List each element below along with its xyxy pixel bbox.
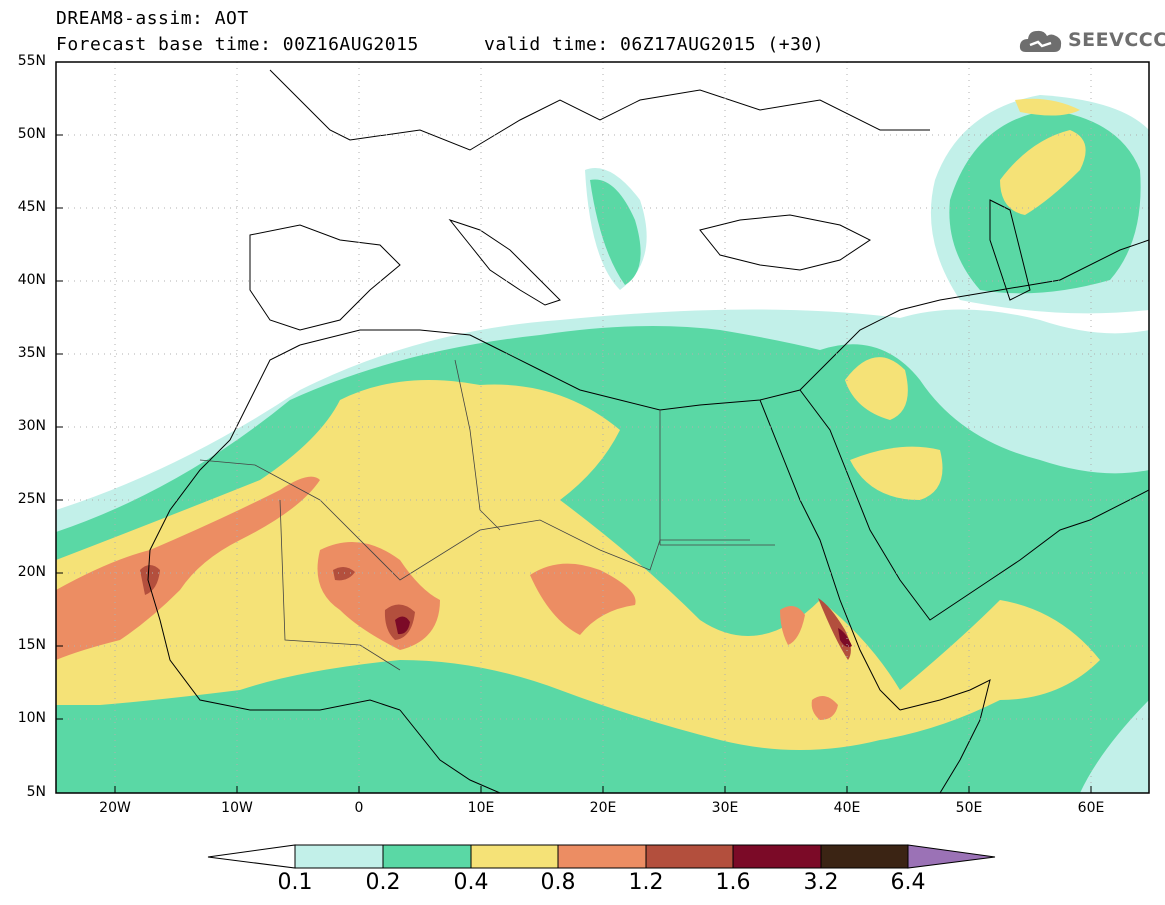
- lat-label-10n: 10N: [17, 710, 46, 726]
- aot-level-0.2-east-europe: [949, 110, 1141, 294]
- lat-label-20n: 20N: [17, 564, 46, 580]
- colorbar-cell-7: [820, 844, 909, 869]
- aot-level-0.8-sudan: [811, 696, 838, 720]
- coastline-black-sea: [699, 214, 871, 271]
- colorbar-label-0.4: 0.4: [453, 870, 489, 895]
- valid-time: valid time: 06Z17AUG2015 (+30): [484, 34, 825, 55]
- coastline-iberia: [249, 224, 401, 331]
- cloud-icon: [1019, 30, 1062, 52]
- coastline-north-africa: [299, 239, 1149, 411]
- colorbar-under-arrow: [207, 844, 296, 869]
- coastline-gulf-guinea: [399, 709, 501, 793]
- colorbar-label-0.1: 0.1: [277, 870, 313, 895]
- colorbar-cell-3: [470, 844, 559, 869]
- aot-level-0.4-arabia: [845, 357, 908, 420]
- colorbar: [207, 844, 996, 869]
- lon-label-0: 0: [354, 800, 364, 816]
- map-title: DREAM8-assim: AOT: [56, 8, 249, 29]
- axis-ticks: [56, 134, 1092, 793]
- border-sahara-2: [279, 499, 401, 671]
- lon-label-30e: 30E: [711, 800, 739, 816]
- aot-level-0.4-ukraine-north: [1015, 98, 1080, 116]
- aot-level-0.8-ethiopia: [780, 606, 805, 645]
- colorbar-cell-2: [382, 844, 472, 869]
- lon-label-20w: 20W: [99, 800, 131, 816]
- coastline-red-sea: [759, 399, 901, 711]
- aot-level-0.4-gulf: [850, 446, 943, 500]
- aot-level-0.4-ukraine: [1000, 130, 1086, 215]
- logo-text: SEEVCCC: [1068, 29, 1165, 51]
- border-egypt: [659, 410, 775, 546]
- lon-label-10e: 10E: [467, 800, 495, 816]
- coastline-caspian: [989, 199, 1031, 301]
- lon-label-50e: 50E: [955, 800, 983, 816]
- lat-label-25n: 25N: [17, 491, 46, 507]
- colorbar-over-arrow: [907, 844, 996, 869]
- colorbar-cell-1: [294, 844, 384, 869]
- colorbar-cell-6: [732, 844, 822, 869]
- colorbar-label-0.8: 0.8: [540, 870, 576, 895]
- lon-label-10w: 10W: [221, 800, 253, 816]
- coastlines: [147, 69, 1149, 793]
- coastline-horn: [899, 679, 991, 793]
- colorbar-label-1.2: 1.2: [628, 870, 664, 895]
- aot-level-0.2-adriatic: [590, 179, 641, 285]
- coastline-europe: [269, 69, 930, 151]
- aot-level-1.2-red-sea: [818, 598, 851, 660]
- border-sahara-1: [199, 459, 750, 581]
- colorbar-label-3.2: 3.2: [803, 870, 839, 895]
- aot-level-1.2: [140, 565, 160, 595]
- aot-level-1.2-niger: [333, 566, 355, 581]
- lon-label-40e: 40E: [833, 800, 861, 816]
- lat-label-45n: 45N: [17, 199, 46, 215]
- lon-label-20e: 20E: [589, 800, 617, 816]
- lat-label-15n: 15N: [17, 637, 46, 653]
- forecast-base-time: Forecast base time: 00Z16AUG2015: [56, 34, 419, 55]
- colorbar-label-6.4: 6.4: [890, 870, 926, 895]
- colorbar-cell-4: [557, 844, 647, 869]
- gridlines: [56, 62, 1149, 793]
- lat-label-40n: 40N: [17, 272, 46, 288]
- border-sahara-3: [454, 359, 501, 531]
- colorbar-label-1.6: 1.6: [715, 870, 751, 895]
- coastline-italy: [448, 218, 561, 306]
- lat-label-35n: 35N: [17, 345, 46, 361]
- seevccc-logo: SEEVCCC: [1018, 26, 1165, 54]
- lon-label-60e: 60E: [1077, 800, 1105, 816]
- lat-label-55n: 55N: [17, 53, 46, 69]
- colorbar-cell-5: [645, 844, 734, 869]
- aot-level-1.6: [395, 616, 410, 635]
- aot-level-1.6-eritrea: [838, 628, 852, 648]
- lat-label-50n: 50N: [17, 126, 46, 142]
- lat-label-30n: 30N: [17, 418, 46, 434]
- lat-label-5n: 5N: [26, 784, 46, 800]
- coastline-west-africa: [147, 344, 401, 711]
- borders: [199, 359, 775, 671]
- colorbar-label-0.2: 0.2: [365, 870, 401, 895]
- coastline-arabia: [799, 389, 1149, 621]
- aot-level-0.8: [56, 476, 320, 660]
- aot-level-0.8-chad: [530, 563, 636, 635]
